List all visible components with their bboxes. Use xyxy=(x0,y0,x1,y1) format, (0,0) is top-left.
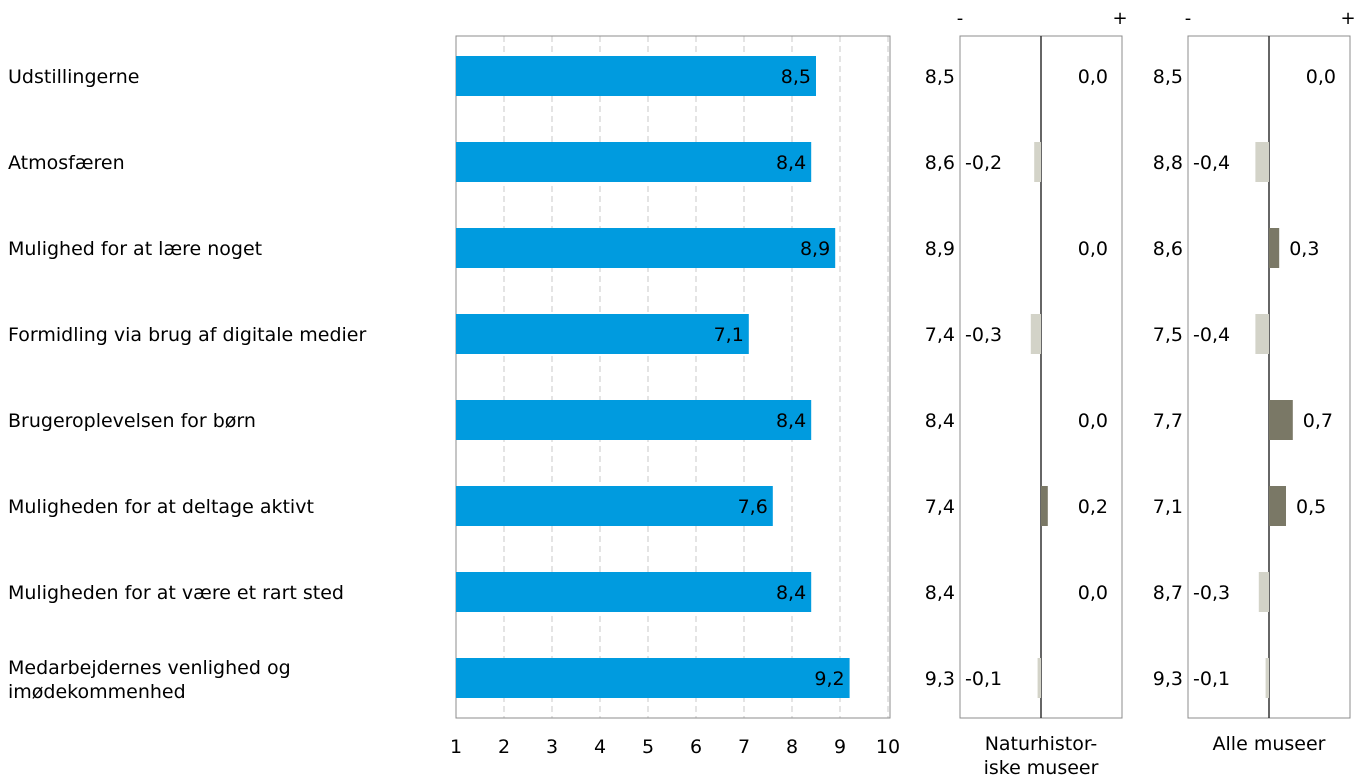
bar xyxy=(456,400,811,440)
bar xyxy=(456,658,850,698)
reference-value-label: 7,1 xyxy=(1153,496,1183,518)
x-tick-label: 5 xyxy=(642,736,654,758)
reference-value-label: 8,7 xyxy=(1153,582,1183,604)
difference-label: -0,1 xyxy=(965,668,1002,690)
x-tick-label: 7 xyxy=(738,736,750,758)
difference-bar xyxy=(1255,142,1269,182)
comparison-panel-label: Naturhistor-iske museer xyxy=(984,733,1099,779)
bar-value-label: 7,6 xyxy=(738,496,768,518)
reference-value-label: 8,6 xyxy=(1153,238,1183,260)
difference-bar xyxy=(1259,572,1269,612)
reference-value-label: 8,4 xyxy=(925,582,955,604)
x-tick-label: 1 xyxy=(450,736,462,758)
difference-label: -0,3 xyxy=(965,324,1002,346)
reference-value-label: 9,3 xyxy=(1153,668,1183,690)
x-tick-label: 4 xyxy=(594,736,606,758)
category-label: Muligheden for at deltage aktivt xyxy=(8,496,314,518)
difference-label: -0,4 xyxy=(1193,152,1230,174)
difference-label: -0,3 xyxy=(1193,582,1230,604)
difference-bar xyxy=(1269,228,1279,268)
category-label: Muligheden for at være et rart sted xyxy=(8,582,344,604)
bar-value-label: 9,2 xyxy=(814,668,844,690)
reference-value-label: 7,4 xyxy=(925,324,955,346)
comparison-panel-label: Alle museer xyxy=(1213,733,1326,755)
bar xyxy=(456,572,811,612)
difference-label: 0,7 xyxy=(1303,410,1333,432)
bar xyxy=(456,486,773,526)
difference-bar xyxy=(1034,142,1041,182)
reference-value-label: 9,3 xyxy=(925,668,955,690)
bar-value-label: 8,4 xyxy=(776,152,806,174)
difference-bar xyxy=(1038,658,1041,698)
reference-value-label: 8,4 xyxy=(925,410,955,432)
plot-frame xyxy=(456,36,890,718)
difference-label: -0,2 xyxy=(965,152,1002,174)
difference-label: -0,1 xyxy=(1193,668,1230,690)
bar-value-label: 7,1 xyxy=(714,324,744,346)
comparison-panel-label-line: Naturhistor- xyxy=(985,733,1098,755)
difference-label: 0,5 xyxy=(1296,496,1326,518)
category-label: Brugeroplevelsen for børn xyxy=(8,410,256,432)
x-tick-label: 8 xyxy=(786,736,798,758)
difference-bar xyxy=(1041,486,1048,526)
category-label: Udstillingerne xyxy=(8,66,139,88)
difference-label: 0,3 xyxy=(1289,238,1319,260)
minus-symbol: - xyxy=(957,8,964,29)
bar-value-label: 8,4 xyxy=(776,410,806,432)
reference-value-label: 8,5 xyxy=(925,66,955,88)
reference-value-label: 8,6 xyxy=(925,152,955,174)
plus-symbol: + xyxy=(1340,8,1355,29)
difference-bar xyxy=(1266,658,1269,698)
bar-value-label: 8,4 xyxy=(776,582,806,604)
category-label: Medarbejdernes venlighed og imødekommenhe… xyxy=(8,657,291,703)
difference-bar xyxy=(1255,314,1269,354)
difference-bar xyxy=(1031,314,1041,354)
difference-label: 0,0 xyxy=(1078,582,1108,604)
category-label: Formidling via brug af digitale medier xyxy=(8,324,366,346)
reference-value-label: 7,5 xyxy=(1153,324,1183,346)
reference-value-label: 7,4 xyxy=(925,496,955,518)
x-tick-label: 6 xyxy=(690,736,702,758)
difference-bar xyxy=(1269,486,1286,526)
difference-label: 0,0 xyxy=(1078,66,1108,88)
difference-label: -0,4 xyxy=(1193,324,1230,346)
bar xyxy=(456,142,811,182)
reference-value-label: 8,8 xyxy=(1153,152,1183,174)
bar xyxy=(456,314,749,354)
bar xyxy=(456,228,835,268)
comparison-panel-label-line: Alle museer xyxy=(1213,733,1326,755)
difference-bar xyxy=(1269,400,1293,440)
reference-value-label: 7,7 xyxy=(1153,410,1183,432)
reference-value-label: 8,9 xyxy=(925,238,955,260)
plus-symbol: + xyxy=(1112,8,1127,29)
difference-label: 0,0 xyxy=(1078,410,1108,432)
bar xyxy=(456,56,816,96)
category-label: Mulighed for at lære noget xyxy=(8,238,262,260)
minus-symbol: - xyxy=(1185,8,1192,29)
difference-label: 0,0 xyxy=(1078,238,1108,260)
bar-value-label: 8,5 xyxy=(781,66,811,88)
bar-value-label: 8,9 xyxy=(800,238,830,260)
x-tick-label: 2 xyxy=(498,736,510,758)
difference-label: 0,2 xyxy=(1078,496,1108,518)
difference-label: 0,0 xyxy=(1306,66,1336,88)
x-tick-label: 10 xyxy=(876,736,900,758)
reference-value-label: 8,5 xyxy=(1153,66,1183,88)
x-tick-label: 9 xyxy=(834,736,846,758)
category-label: Atmosfæren xyxy=(8,152,125,174)
comparison-panel-label-line: iske museer xyxy=(984,757,1099,779)
x-tick-label: 3 xyxy=(546,736,558,758)
